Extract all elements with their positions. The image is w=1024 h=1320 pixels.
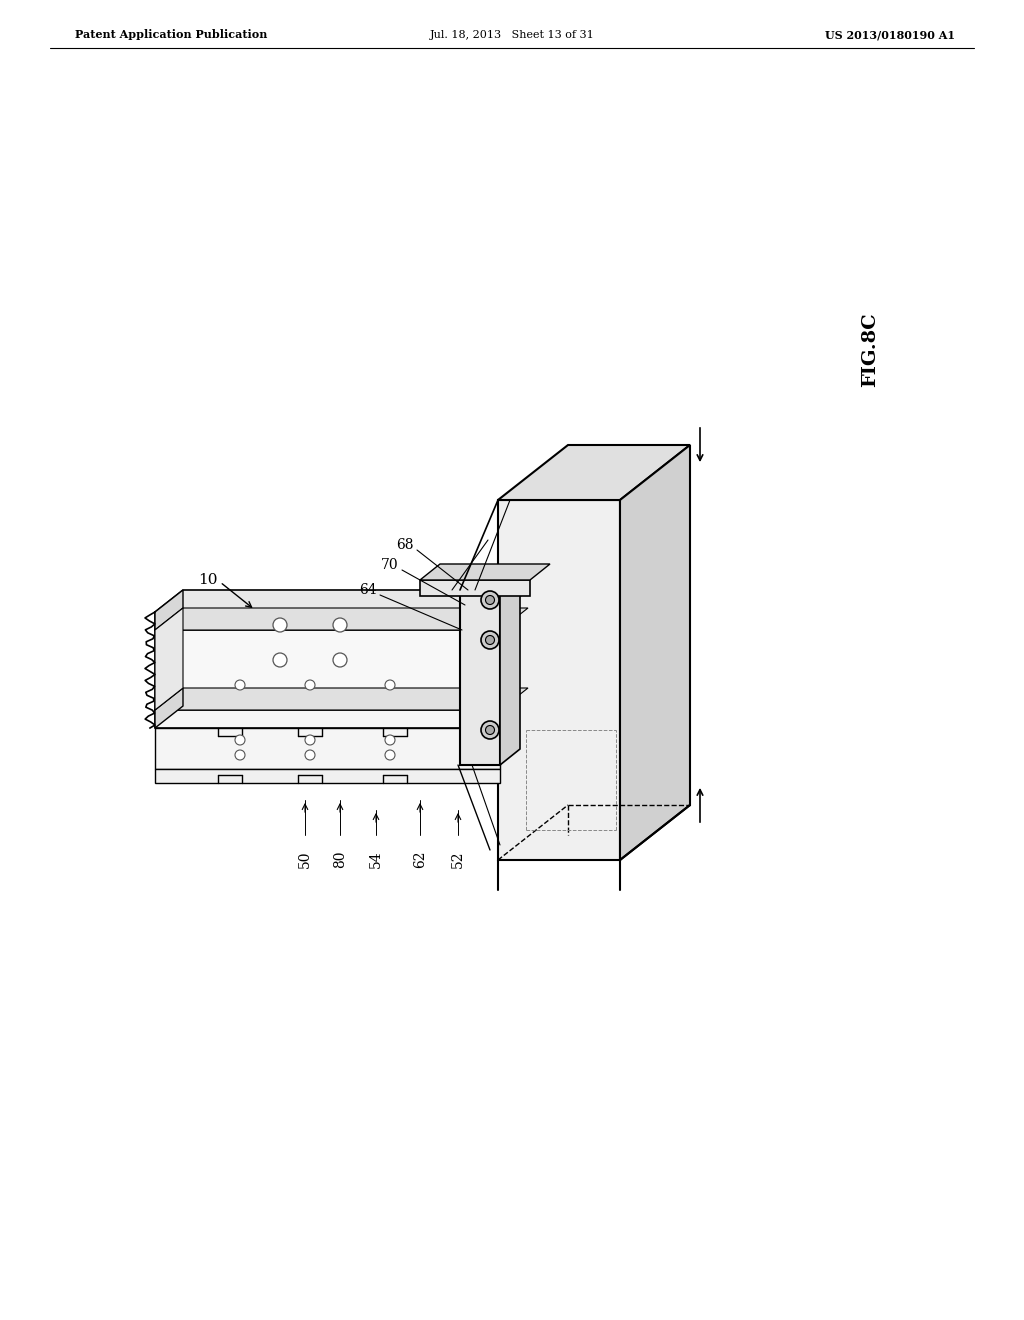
Text: 68: 68 — [396, 539, 414, 552]
Text: 54: 54 — [369, 850, 383, 867]
Text: 64: 64 — [359, 583, 377, 597]
Polygon shape — [498, 445, 690, 500]
Polygon shape — [155, 729, 500, 770]
Polygon shape — [155, 609, 183, 710]
Circle shape — [385, 680, 395, 690]
Polygon shape — [460, 590, 500, 766]
Circle shape — [234, 680, 245, 690]
Circle shape — [485, 726, 495, 734]
Polygon shape — [460, 574, 520, 590]
Polygon shape — [155, 609, 528, 630]
Text: 52: 52 — [451, 850, 465, 867]
Polygon shape — [500, 574, 520, 766]
Polygon shape — [155, 688, 183, 729]
Circle shape — [305, 750, 315, 760]
Circle shape — [234, 750, 245, 760]
Circle shape — [481, 591, 499, 609]
Polygon shape — [620, 445, 690, 861]
Circle shape — [385, 735, 395, 744]
Text: 10: 10 — [199, 573, 218, 587]
Circle shape — [273, 618, 287, 632]
Text: 62: 62 — [413, 850, 427, 867]
Polygon shape — [155, 630, 500, 710]
Polygon shape — [420, 564, 550, 579]
Text: FIG.8C: FIG.8C — [861, 313, 879, 387]
Polygon shape — [155, 688, 528, 710]
Circle shape — [333, 653, 347, 667]
Polygon shape — [155, 612, 500, 630]
Circle shape — [305, 680, 315, 690]
Circle shape — [305, 735, 315, 744]
Polygon shape — [420, 579, 530, 597]
Text: 70: 70 — [381, 558, 398, 572]
Polygon shape — [155, 590, 183, 630]
Circle shape — [333, 618, 347, 632]
Text: 50: 50 — [298, 850, 312, 867]
Circle shape — [385, 750, 395, 760]
Circle shape — [273, 653, 287, 667]
Circle shape — [481, 721, 499, 739]
Polygon shape — [498, 500, 620, 861]
Circle shape — [234, 735, 245, 744]
Text: Jul. 18, 2013   Sheet 13 of 31: Jul. 18, 2013 Sheet 13 of 31 — [430, 30, 594, 40]
Text: US 2013/0180190 A1: US 2013/0180190 A1 — [825, 29, 955, 41]
Polygon shape — [155, 770, 500, 783]
Text: 80: 80 — [333, 850, 347, 867]
Polygon shape — [155, 590, 528, 612]
Circle shape — [485, 635, 495, 644]
Polygon shape — [155, 710, 500, 729]
Text: Patent Application Publication: Patent Application Publication — [75, 29, 267, 41]
Circle shape — [485, 595, 495, 605]
Circle shape — [481, 631, 499, 649]
